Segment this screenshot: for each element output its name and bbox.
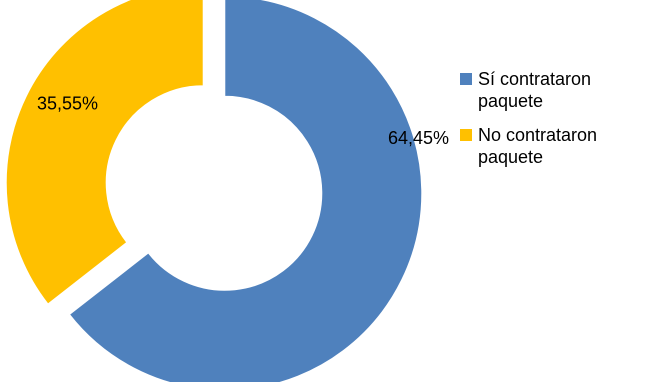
- legend: Sí contrataron paquete No contrataron pa…: [460, 68, 646, 180]
- data-label-no-contrataron: 35,55%: [37, 93, 98, 113]
- legend-swatch-no-contrataron: [460, 129, 472, 141]
- legend-label-si-contrataron: Sí contrataron paquete: [478, 69, 592, 111]
- legend-swatch-si-contrataron: [460, 73, 472, 85]
- legend-item-no-contrataron: No contrataron paquete: [460, 124, 646, 168]
- data-label-si-contrataron: 64,45%: [388, 128, 449, 148]
- slice-no-contrataron: [5, 0, 204, 305]
- legend-label-no-contrataron: No contrataron paquete: [478, 125, 598, 167]
- legend-item-si-contrataron: Sí contrataron paquete: [460, 68, 646, 112]
- slice-si-contrataron: [68, 0, 423, 382]
